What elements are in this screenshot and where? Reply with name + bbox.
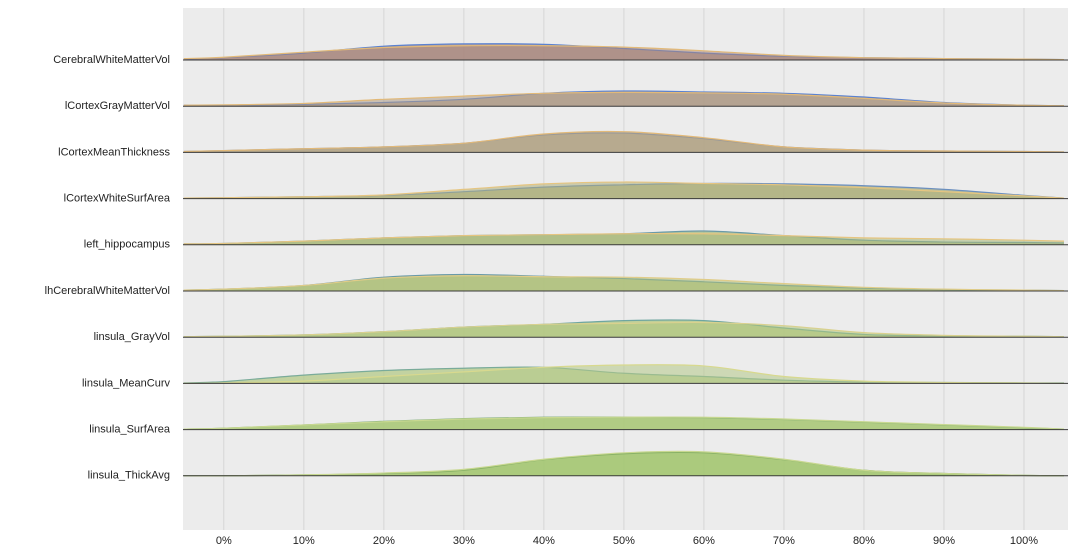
- x-tick-label: 0%: [216, 535, 232, 547]
- x-tick-label: 80%: [853, 535, 875, 547]
- ridge-outline: [183, 44, 1065, 61]
- ridge-area: [183, 364, 1064, 384]
- ridge-outline: [183, 232, 1065, 245]
- ridge-outline: [183, 181, 1065, 199]
- ridge-area: [183, 275, 1064, 291]
- ridge-area: [183, 182, 1064, 199]
- ridge-area: [183, 131, 1064, 153]
- x-tick-label: 100%: [1010, 535, 1038, 547]
- ridge-area: [183, 322, 1064, 338]
- ridge-area: [183, 233, 1064, 245]
- ridge-label: lCortexGrayMatterVol: [65, 100, 170, 112]
- ridge-outline: [183, 321, 1065, 338]
- ridge-outline: [183, 450, 1065, 477]
- ridge-label: linsula_ThickAvg: [88, 470, 170, 482]
- ridge-label: linsula_MeanCurv: [82, 377, 171, 389]
- ridge-area: [183, 417, 1064, 430]
- x-tick-label: 50%: [613, 535, 635, 547]
- ridge-outline: [183, 416, 1065, 430]
- ridge-area: [183, 92, 1064, 107]
- ridge-label: linsula_GrayVol: [94, 331, 170, 343]
- ridge-label: left_hippocampus: [84, 239, 171, 251]
- x-tick-label: 60%: [693, 535, 715, 547]
- x-tick-label: 10%: [293, 535, 315, 547]
- ridge-area: [183, 45, 1064, 60]
- x-tick-label: 40%: [533, 535, 555, 547]
- ridge-area: [183, 451, 1064, 476]
- ridge-outline: [183, 91, 1065, 107]
- x-tick-label: 20%: [373, 535, 395, 547]
- x-tick-label: 30%: [453, 535, 475, 547]
- ridge-outline: [183, 130, 1065, 153]
- ridge-label: lhCerebralWhiteMatterVol: [45, 285, 170, 297]
- ridge-outline: [183, 364, 1065, 384]
- ridge-label: linsula_SurfArea: [89, 424, 171, 436]
- plot-area: [183, 8, 1068, 530]
- ridge-label: lCortexWhiteSurfArea: [64, 193, 171, 205]
- ridge-label: lCortexMeanThickness: [58, 146, 170, 158]
- ridge-label: CerebralWhiteMatterVol: [53, 54, 170, 66]
- x-tick-label: 70%: [773, 535, 795, 547]
- ridge-outline: [183, 275, 1065, 292]
- x-tick-label: 90%: [933, 535, 955, 547]
